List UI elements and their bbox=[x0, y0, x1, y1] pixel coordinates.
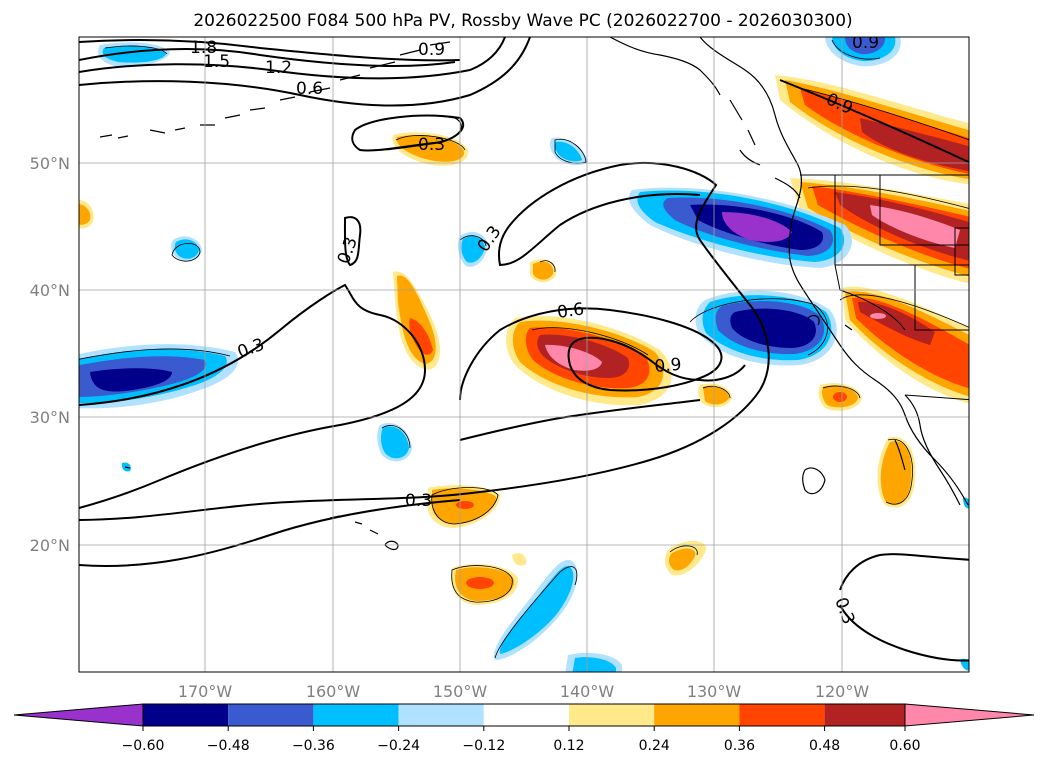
colorbar-max-extend bbox=[904, 703, 1035, 727]
colorbar-segment bbox=[228, 704, 314, 726]
contour-label: 0.3 bbox=[405, 491, 432, 511]
colorbar-frame bbox=[142, 703, 906, 727]
contour-label: 0.9 bbox=[852, 33, 879, 53]
contour-label: 0.9 bbox=[418, 40, 445, 60]
colorbar-min-extend bbox=[13, 703, 144, 727]
map-title: 2026022500 F084 500 hPa PV, Rossby Wave … bbox=[193, 11, 852, 31]
lat-label: 30°N bbox=[30, 408, 70, 427]
lat-label: 40°N bbox=[30, 281, 70, 300]
colorbar-tick-marks bbox=[142, 726, 906, 731]
pv-contours bbox=[79, 37, 969, 662]
map-frame bbox=[78, 36, 970, 673]
colorbar-segment bbox=[569, 704, 655, 726]
contour-label: 0.6 bbox=[296, 79, 323, 99]
lon-label: 130°W bbox=[687, 682, 742, 701]
colorbar-tick-label: 0.24 bbox=[639, 738, 670, 754]
colorbar-segment bbox=[483, 704, 569, 726]
lon-label: 140°W bbox=[560, 682, 615, 701]
colorbar-segment bbox=[654, 704, 740, 726]
lat-label: 20°N bbox=[30, 536, 70, 555]
lon-label: 160°W bbox=[306, 682, 361, 701]
lon-label: 150°W bbox=[433, 682, 488, 701]
colorbar-segment bbox=[313, 704, 399, 726]
longitude-labels: 170°W 160°W 150°W 140°W 130°W 120°W bbox=[178, 682, 870, 701]
political-borders bbox=[800, 174, 969, 401]
colorbar-segment bbox=[824, 704, 905, 726]
colorbar-tick-label: −0.60 bbox=[122, 738, 165, 754]
lat-label: 50°N bbox=[30, 154, 70, 173]
gridlines bbox=[79, 37, 969, 672]
map-area: 1.8 1.5 1.2 0.9 0.6 0.3 0.3 0.3 0.3 0.6 … bbox=[79, 33, 969, 672]
contour-label: 1.8 bbox=[190, 38, 217, 58]
colorbar: −0.60 −0.48 −0.36 −0.24 −0.12 0.12 0.24 … bbox=[13, 703, 1035, 754]
colorbar-segment bbox=[143, 704, 229, 726]
colorbar-tick-label: −0.48 bbox=[207, 738, 250, 754]
colorbar-tick-label: 0.36 bbox=[724, 738, 755, 754]
anomaly-offshore-negative-south bbox=[695, 290, 837, 366]
colorbar-tick-label: −0.12 bbox=[462, 738, 505, 754]
colorbar-segment bbox=[739, 704, 825, 726]
colorbar-tick-labels: −0.60 −0.48 −0.36 −0.24 −0.12 0.12 0.24 … bbox=[122, 738, 921, 754]
contour-label: 1.5 bbox=[203, 52, 230, 72]
colorbar-tick-label: −0.36 bbox=[292, 738, 335, 754]
contour-label: 1.2 bbox=[265, 58, 292, 78]
contour-label: 0.6 bbox=[556, 299, 586, 323]
contour-label: 0.3 bbox=[418, 135, 445, 155]
shading-outlines bbox=[79, 39, 969, 659]
contour-label: 0.9 bbox=[654, 355, 683, 377]
anomaly-california-positive bbox=[842, 286, 969, 404]
colorbar-tick-label: 0.48 bbox=[809, 738, 840, 754]
colorbar-segment bbox=[398, 704, 484, 726]
anomaly-west-negative bbox=[79, 344, 239, 409]
colorbar-tick-label: 0.12 bbox=[553, 738, 584, 754]
lon-label: 170°W bbox=[178, 682, 233, 701]
colorbar-tick-label: −0.24 bbox=[377, 738, 420, 754]
lon-label: 120°W bbox=[815, 682, 870, 701]
latitude-labels: 50°N 40°N 30°N 20°N bbox=[30, 154, 70, 555]
colorbar-tick-label: 0.60 bbox=[889, 738, 920, 754]
anomaly-central-positive bbox=[505, 315, 672, 406]
